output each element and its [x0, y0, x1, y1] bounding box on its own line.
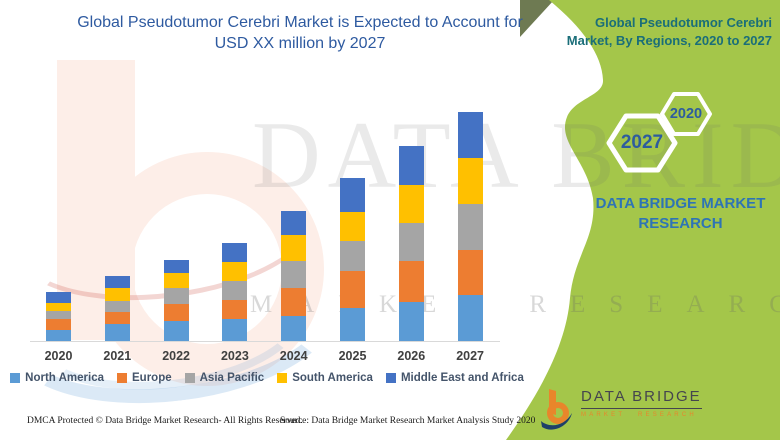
bar-2026 [398, 146, 424, 341]
bar-2020 [46, 292, 71, 341]
dmca-notice: DMCA Protected © Data Bridge Market Rese… [27, 416, 303, 426]
bar-segment [340, 271, 365, 308]
panel-title-line2: Market, By Regions, 2020 to 2027 [566, 32, 772, 48]
legend-item: Europe [117, 372, 172, 384]
bar-segment [104, 312, 130, 324]
bar-segment [340, 178, 365, 212]
company-logo-name: DATA BRIDGE [581, 388, 702, 409]
x-axis-label: 2024 [279, 349, 308, 363]
bar-segment [281, 235, 307, 261]
bar-segment [104, 301, 130, 312]
legend-swatch [184, 373, 195, 383]
bar-segment [104, 288, 130, 301]
company-logo-text: DATA BRIDGE MARKET RESEARCH [581, 388, 702, 418]
bar-segment [222, 281, 248, 300]
bar-segment [457, 250, 483, 295]
bar-segment [163, 304, 189, 321]
legend-item: Asia Pacific [184, 372, 265, 384]
legend-label: Asia Pacific [199, 372, 265, 384]
bar-2025 [340, 178, 365, 341]
legend-item: Middle East and Africa [385, 372, 524, 384]
source-note: Source: Data Bridge Market Research Mark… [280, 416, 536, 426]
watermark-brand-subtext: MARKET RESEARCH [250, 291, 780, 318]
legend-swatch [385, 373, 396, 383]
company-logo-subtitle: MARKET RESEARCH [581, 412, 697, 418]
bar-segment [340, 212, 365, 241]
bar-segment [457, 158, 483, 204]
panel-brand-line2: RESEARCH [638, 214, 723, 232]
legend-item: South America [277, 372, 373, 384]
legend-swatch [117, 373, 127, 383]
bar-segment [222, 243, 248, 262]
bar-segment [46, 319, 71, 330]
panel-brand-name: DATA BRIDGE MARKET RESEARCH [588, 194, 773, 233]
company-logo-icon [541, 389, 572, 430]
panel-title: Global Pseudotumor Cerebri Market, By Re… [532, 14, 772, 49]
bar-segment [457, 112, 483, 158]
bar-segment [163, 260, 189, 273]
bar-2021 [104, 276, 130, 341]
hexagon-2020-label: 2020 [669, 106, 703, 122]
x-axis-label: 2026 [397, 349, 426, 363]
bar-segment [163, 273, 189, 288]
legend-label: Middle East and Africa [400, 372, 524, 384]
legend-item: North America [10, 372, 104, 384]
hexagon-2027-label: 2027 [620, 132, 664, 153]
legend-label: South America [292, 372, 373, 384]
bar-segment [281, 211, 307, 235]
bar-segment [222, 262, 248, 281]
bar-segment [457, 204, 483, 250]
x-axis-label: 2021 [103, 349, 132, 363]
panel-brand-line1: DATA BRIDGE MARKET [595, 195, 766, 212]
bar-segment [281, 288, 307, 316]
bar-segment [398, 223, 424, 261]
x-axis-label: 2022 [162, 349, 190, 363]
green-panel-corner-fold [520, 0, 554, 37]
bar-segment [222, 300, 248, 319]
bar-segment [340, 241, 365, 271]
bar-segment [398, 185, 424, 223]
legend-swatch [10, 373, 21, 383]
bar-segment [398, 146, 424, 185]
x-axis-label: 2027 [456, 349, 484, 363]
bar-segment [163, 288, 189, 304]
x-axis-label: 2020 [44, 349, 73, 363]
bar-segment [281, 316, 307, 341]
bar-segment [163, 321, 189, 341]
bar-segment [104, 276, 130, 288]
bar-2024 [281, 211, 307, 341]
chart-title: Global Pseudotumor Cerebri Market is Exp… [40, 13, 560, 55]
bar-segment [222, 319, 248, 341]
panel-title-line1: Global Pseudotumor Cerebri [595, 15, 772, 30]
x-axis-label: 2025 [338, 349, 367, 363]
chart-title-line2: USD XX million by 2027 [214, 34, 386, 52]
bar-2027 [457, 112, 483, 341]
legend-label: North America [25, 372, 104, 384]
bar-segment [104, 324, 130, 341]
x-axis-label: 2023 [220, 349, 249, 363]
bar-segment [46, 303, 71, 311]
bar-segment [340, 308, 365, 341]
bar-segment [398, 261, 424, 302]
legend: North America Europe Asia Pacific South Ame… [10, 372, 524, 384]
bar-segment [281, 261, 307, 288]
bar-segment [46, 330, 71, 341]
bar-2023 [222, 243, 248, 341]
bar-segment [457, 295, 483, 341]
bar-2022 [163, 260, 189, 341]
company-logo: DATA BRIDGE MARKET RESEARCH [540, 388, 702, 430]
bar-segment [46, 292, 71, 303]
legend-swatch [277, 373, 288, 383]
chart-title-line1: Global Pseudotumor Cerebri Market is Exp… [77, 14, 523, 31]
legend-label: Europe [132, 372, 172, 384]
x-axis-line [30, 341, 500, 342]
bar-segment [46, 311, 71, 319]
bar-segment [398, 302, 424, 341]
